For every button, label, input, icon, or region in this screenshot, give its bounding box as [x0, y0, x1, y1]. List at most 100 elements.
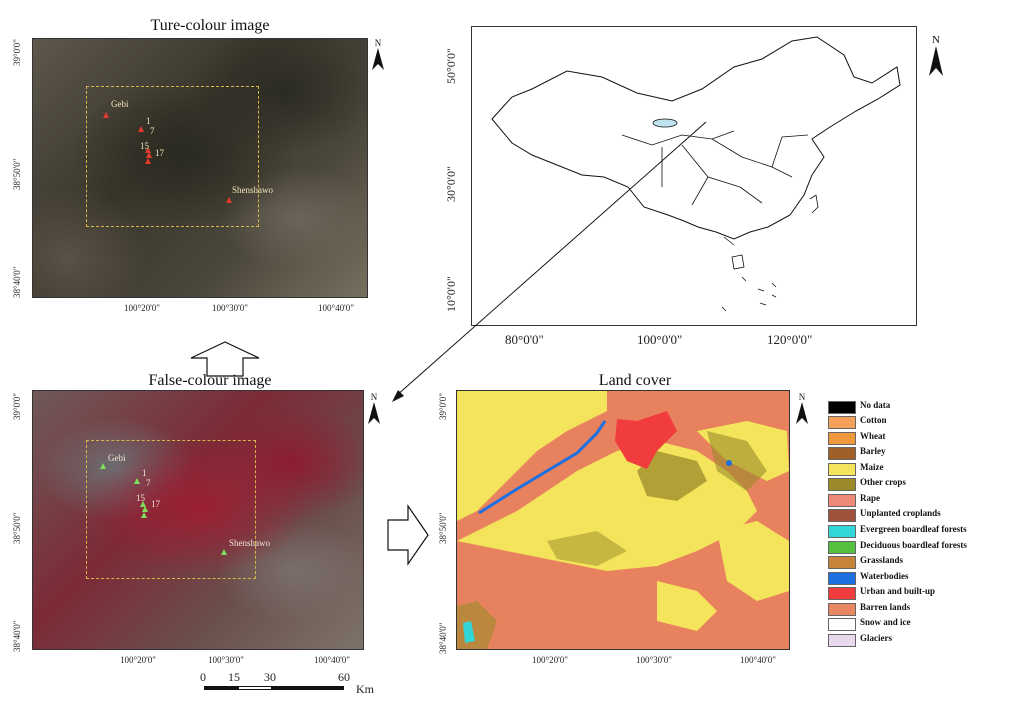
china-y-tick-1: 50°0'0"	[444, 48, 458, 84]
x-tick-2: 100°30'0"	[212, 303, 248, 313]
legend-label: Other crops	[860, 477, 906, 487]
north-arrow-icon	[929, 46, 943, 76]
north-label: N	[932, 34, 940, 46]
study-area-box	[86, 440, 256, 579]
scale-segment-1	[204, 686, 238, 690]
north-arrow-icon	[368, 402, 380, 424]
legend-label: Maize	[860, 462, 884, 472]
site-label-7: 7	[146, 478, 151, 488]
legend-label: Cotton	[860, 415, 887, 425]
legend-label: No data	[860, 400, 891, 410]
y-tick-3: 38°40'0"	[12, 266, 22, 298]
x-tick-2: 100°30'0"	[208, 655, 244, 665]
site-marker-shenshawo	[226, 197, 232, 203]
china-map	[471, 26, 917, 326]
site-label-15: 15	[140, 141, 149, 151]
y-tick-2: 38°50'0"	[12, 512, 22, 544]
legend-label: Glaciers	[860, 633, 892, 643]
land-cover-map	[456, 390, 790, 650]
site-marker-gebi	[100, 463, 106, 469]
x-tick-3: 100°40'0"	[314, 655, 350, 665]
true-colour-title: Ture-colour image	[150, 17, 270, 34]
legend-label: Waterbodies	[860, 571, 909, 581]
north-arrow-4: N	[792, 392, 812, 428]
scale-bar: 0 15 30 60 Km	[198, 670, 388, 700]
scale-label-15: 15	[228, 670, 240, 684]
china-x-tick-3: 120°0'0"	[767, 332, 813, 347]
site-markers	[100, 463, 227, 555]
scale-segment-2	[238, 686, 272, 690]
scale-label-60: 60	[338, 670, 350, 684]
scale-label-30: 30	[264, 670, 276, 684]
scale-label-0: 0	[200, 670, 206, 684]
site-marker-17b	[141, 512, 147, 518]
y-tick-1: 39°0'0"	[12, 39, 22, 66]
land-cover-classes	[457, 391, 789, 649]
legend-label: Evergreen boardleaf forests	[860, 524, 967, 534]
site-marker-17a	[146, 152, 152, 158]
legend-swatch	[828, 509, 856, 522]
legend-swatch	[828, 587, 856, 600]
right-arrow-icon	[387, 504, 429, 566]
china-x-tick-2: 100°0'0"	[637, 332, 683, 347]
false-colour-image: Gebi 1 7 15 17 Shenshawo	[32, 390, 364, 650]
legend-swatch	[828, 618, 856, 631]
legend-label: Grasslands	[860, 555, 904, 565]
x-tick-1: 100°20'0"	[120, 655, 156, 665]
site-label-1: 1	[142, 468, 147, 478]
site-label-gebi: Gebi	[111, 99, 129, 109]
north-arrow-1: N	[368, 38, 388, 74]
legend-swatch	[828, 525, 856, 538]
scale-unit: Km	[356, 682, 374, 696]
true-colour-image: Gebi 1 7 15 17 Shenshawo	[32, 38, 368, 298]
north-label: N	[374, 38, 382, 48]
x-tick-3: 100°40'0"	[740, 655, 776, 665]
china-outline	[491, 36, 901, 312]
scale-segment-3	[272, 686, 344, 690]
legend-swatch	[828, 603, 856, 616]
legend-swatch	[828, 556, 856, 569]
site-marker-shenshawo	[221, 549, 227, 555]
legend-swatch	[828, 541, 856, 554]
x-tick-2: 100°30'0"	[636, 655, 672, 665]
legend-swatch	[828, 572, 856, 585]
china-x-tick-1: 80°0'0"	[505, 332, 544, 347]
legend-swatch	[828, 634, 856, 647]
site-marker-1	[134, 478, 140, 484]
y-tick-3: 38°40'0"	[12, 620, 22, 652]
site-label-shenshawo: Shenshawo	[229, 538, 270, 548]
connector-line	[392, 121, 707, 402]
legend-swatch	[828, 494, 856, 507]
legend-label: Deciduous boardleaf forests	[860, 540, 967, 550]
site-marker-17b	[145, 158, 151, 164]
north-arrow-icon	[372, 48, 384, 70]
legend-swatch	[828, 432, 856, 445]
legend-label: Barren lands	[860, 602, 911, 612]
north-label: N	[798, 392, 806, 402]
site-label-shenshawo: Shenshawo	[232, 185, 273, 195]
site-marker-15	[140, 501, 146, 507]
site-marker-17a	[142, 506, 148, 512]
site-label-15: 15	[136, 493, 145, 503]
false-colour-title: False-colour image	[148, 372, 272, 389]
north-arrow-3: N	[364, 392, 384, 428]
x-tick-3: 100°40'0"	[318, 303, 354, 313]
site-label-1: 1	[146, 116, 151, 126]
land-cover-title: Land cover	[598, 372, 672, 389]
y-tick-2: 38°50'0"	[438, 512, 448, 544]
x-tick-1: 100°20'0"	[124, 303, 160, 313]
y-tick-1: 39°0'0"	[12, 393, 22, 420]
legend-label: Barley	[860, 446, 886, 456]
site-marker-15	[145, 147, 151, 153]
site-marker-1	[138, 126, 144, 132]
legend-label: Rape	[860, 493, 880, 503]
legend-label: Snow and ice	[860, 617, 911, 627]
legend-swatch	[828, 416, 856, 429]
y-tick-2: 38°50'0"	[12, 158, 22, 190]
site-label-17: 17	[155, 148, 164, 158]
site-label-gebi: Gebi	[108, 453, 126, 463]
x-tick-1: 100°20'0"	[532, 655, 568, 665]
north-arrow-2: N	[926, 34, 946, 82]
site-marker-gebi	[103, 112, 109, 118]
study-area-box	[86, 86, 259, 227]
